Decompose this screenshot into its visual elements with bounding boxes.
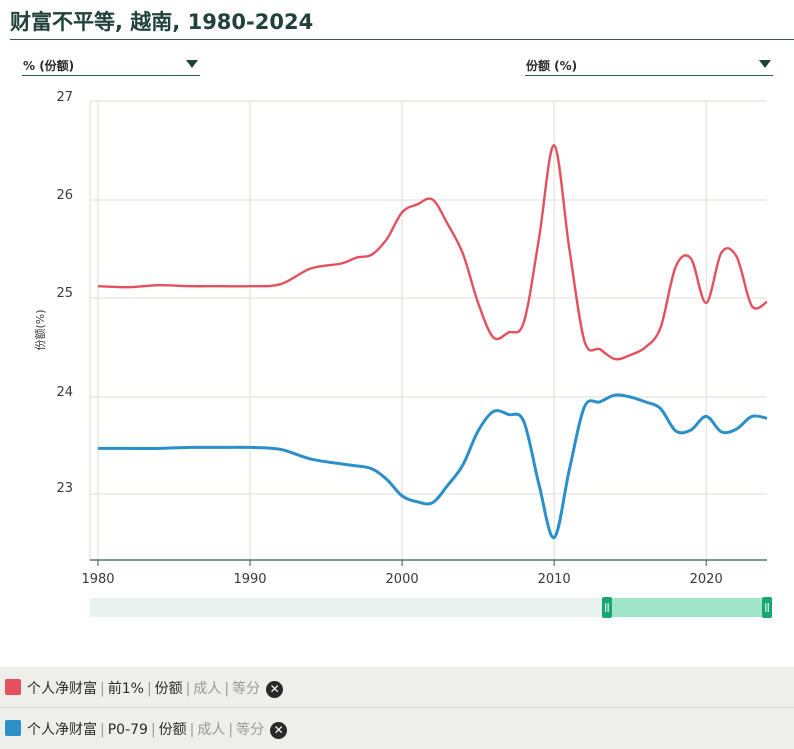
x-tick-label: 1980 [81, 572, 114, 587]
legend-split-label: 等分 [236, 722, 265, 738]
remove-series-icon[interactable]: ✕ [270, 722, 288, 739]
legend-item: 个人净财富 | 前1% | 份额 | 成人 | 等分 ✕ [0, 667, 794, 707]
legend-swatch-icon [5, 720, 21, 736]
y-tick-label: 27 [56, 90, 73, 105]
series-line-top1 [97, 144, 768, 361]
indicator-dropdown-value: 份额 (%) [526, 59, 578, 73]
x-tick-label: 2000 [386, 572, 419, 587]
x-tick-label: 2020 [690, 572, 723, 587]
range-scroller-track [90, 598, 767, 617]
x-tick-label: 1990 [233, 572, 266, 587]
x-tick-label: 2010 [538, 572, 571, 587]
chevron-down-icon [759, 60, 771, 68]
legend-population-label: 成人 [193, 681, 222, 697]
legend: 个人净财富 | 前1% | 份额 | 成人 | 等分 ✕ 个人净财富 | P0-79 | 份额 | 成人 | 等分… [0, 667, 794, 749]
series-line-p0-79 [97, 393, 768, 540]
y-tick-label: 25 [56, 286, 73, 301]
chevron-down-icon [186, 60, 198, 68]
range-scroller-selection [606, 598, 767, 617]
range-handle-icon[interactable] [762, 597, 772, 618]
line-chart: 27 26 25 24 23 1980 1990 2000 2010 2020 份额(%) [34, 90, 772, 618]
y-tick-label: 26 [56, 188, 73, 203]
legend-group-label: 前1% [107, 681, 144, 697]
legend-measure-label: 份额 [154, 681, 183, 697]
legend-split-label: 等分 [232, 681, 261, 697]
y-axis-label: 份额(%) [34, 309, 47, 350]
range-handle-icon[interactable] [601, 597, 612, 618]
y-tick-label: 23 [56, 481, 73, 496]
legend-item: 个人净财富 | P0-79 | 份额 | 成人 | 等分 ✕ [0, 707, 794, 748]
y-tick-label: 24 [56, 385, 73, 400]
legend-population-label: 成人 [197, 722, 226, 738]
title-divider [10, 39, 794, 40]
page-title: 财富不平等, 越南, 1980-2024 [10, 10, 314, 34]
remove-series-icon[interactable]: ✕ [266, 681, 284, 698]
unit-dropdown[interactable]: % (份额) [22, 55, 200, 76]
legend-measure-label: 份额 [158, 722, 187, 738]
legend-group-label: P0-79 [107, 722, 148, 738]
legend-swatch-icon [5, 679, 21, 695]
unit-dropdown-value: % (份额) [23, 59, 75, 73]
legend-wealth-label: 个人净财富 [27, 722, 97, 738]
indicator-dropdown[interactable]: 份额 (%) [525, 55, 773, 76]
legend-wealth-label: 个人净财富 [27, 681, 97, 697]
